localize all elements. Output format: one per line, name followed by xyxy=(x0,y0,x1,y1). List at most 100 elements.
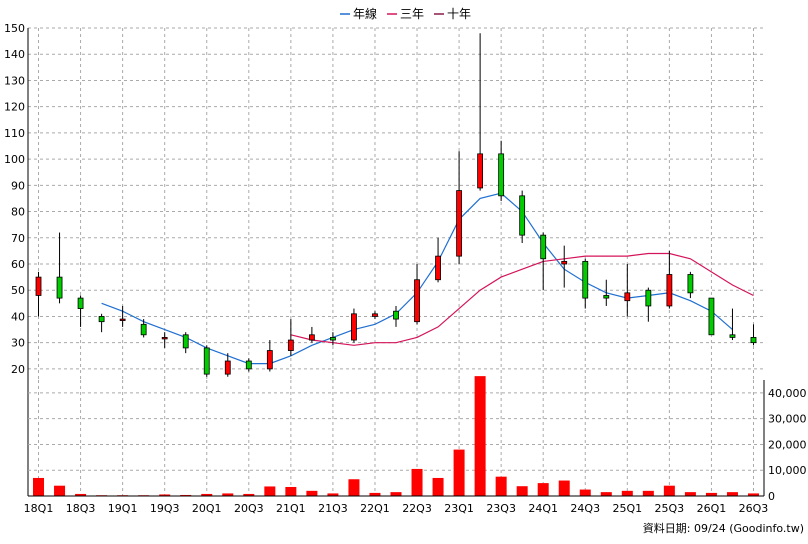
x-tick-label: 18Q3 xyxy=(66,502,96,515)
candle-body xyxy=(203,347,210,375)
candle-body xyxy=(372,313,378,317)
candlesticks xyxy=(35,33,757,377)
source-note: 資料日期: 09/24 (Goodinfo.tw) xyxy=(643,521,804,535)
volume-bar xyxy=(75,493,87,496)
volume-bar xyxy=(264,486,276,496)
x-tick-label: 26Q1 xyxy=(697,502,727,515)
x-tick-label: 22Q3 xyxy=(402,502,432,515)
candle-body xyxy=(729,334,736,338)
price-tick-label: 50 xyxy=(11,284,25,297)
x-tick-label: 23Q1 xyxy=(444,502,474,515)
volume-bar xyxy=(516,486,528,496)
candle-body xyxy=(750,337,757,344)
volume-bar xyxy=(558,480,570,496)
volume-bar xyxy=(159,494,171,496)
volume-bar xyxy=(474,376,486,496)
volume-tick-label: 40,000 xyxy=(768,387,807,400)
price-y-axis: 20 30 40 50 60 70 80 90 100 110 120 130 140 150 xyxy=(4,22,29,496)
x-tick-label: 20Q1 xyxy=(192,502,222,515)
legend-label-0: 年線 xyxy=(353,6,377,21)
volume-tick-label: 30,000 xyxy=(768,413,807,426)
candle-body xyxy=(224,360,231,375)
volume-bar xyxy=(285,486,297,496)
candle-body xyxy=(35,276,42,296)
candle-body xyxy=(245,360,252,370)
x-tick-label: 18Q1 xyxy=(24,502,54,515)
ma-line-1 xyxy=(290,252,754,346)
candle-body xyxy=(161,337,168,340)
candle-body xyxy=(477,153,484,189)
candle-body xyxy=(308,334,315,341)
candle-body xyxy=(498,153,505,197)
candle-body xyxy=(351,313,357,341)
price-tick-label: 70 xyxy=(11,232,25,245)
candle-body xyxy=(582,260,589,299)
candle-body xyxy=(561,260,568,265)
volume-bar xyxy=(390,492,402,496)
price-tick-label: 30 xyxy=(11,337,25,350)
candle-body xyxy=(666,274,673,307)
price-tick-label: 20 xyxy=(11,363,25,376)
legend-label-2: 十年 xyxy=(447,7,471,21)
candle-body xyxy=(119,318,126,321)
volume-bar xyxy=(495,476,507,496)
volume-bar xyxy=(453,449,465,496)
x-tick-label: 23Q3 xyxy=(486,502,516,515)
price-tick-label: 150 xyxy=(4,22,25,35)
candle-body xyxy=(519,195,526,236)
volume-bar xyxy=(642,490,654,496)
volume-bar xyxy=(306,490,318,496)
candle-body xyxy=(266,350,273,370)
volume-y-axis: 0 10,000 20,000 30,000 40,000 xyxy=(763,380,807,503)
candle-body xyxy=(140,323,147,336)
legend-label-1: 三年 xyxy=(400,7,424,21)
candle-body xyxy=(435,255,441,281)
volume-bars xyxy=(33,376,759,496)
candle-body xyxy=(540,234,547,260)
price-tick-label: 80 xyxy=(11,206,25,219)
volume-bar xyxy=(327,493,339,496)
volume-bar xyxy=(369,492,381,496)
candle-body xyxy=(645,289,652,307)
price-tick-label: 90 xyxy=(11,179,25,192)
x-tick-label: 26Q3 xyxy=(739,502,769,515)
volume-bar xyxy=(747,493,759,496)
candle-body xyxy=(456,190,462,257)
volume-bar xyxy=(726,492,738,496)
volume-bar xyxy=(600,492,612,496)
volume-bar xyxy=(33,477,45,496)
x-tick-label: 22Q1 xyxy=(360,502,390,515)
volume-bar xyxy=(432,477,444,496)
volume-bar xyxy=(243,493,255,496)
volume-bar xyxy=(411,468,423,496)
volume-bar xyxy=(705,492,717,496)
price-tick-label: 100 xyxy=(4,153,25,166)
price-tick-label: 110 xyxy=(4,127,25,140)
candle-body xyxy=(414,279,420,323)
x-tick-label: 24Q3 xyxy=(570,502,600,515)
x-tick-label: 19Q1 xyxy=(108,502,138,515)
price-tick-label: 140 xyxy=(4,48,25,61)
volume-bar xyxy=(579,489,591,496)
candle-body xyxy=(603,295,610,299)
price-tick-label: 130 xyxy=(4,74,25,87)
volume-bar xyxy=(348,479,360,496)
chart-legend: 年線 三年 十年 xyxy=(340,6,471,21)
candle-body xyxy=(98,316,105,323)
volume-tick-label: 20,000 xyxy=(768,438,807,451)
candle-body xyxy=(182,334,189,349)
candle-body xyxy=(687,274,694,294)
volume-bar xyxy=(684,492,696,496)
volume-bar xyxy=(54,485,66,496)
x-axis: 18Q1 18Q3 19Q1 19Q3 20Q1 20Q3 21Q1 21Q3 22Q1 22Q3… xyxy=(24,495,769,515)
price-tick-label: 40 xyxy=(11,310,25,323)
price-tick-label: 60 xyxy=(11,258,25,271)
volume-tick-label: 0 xyxy=(768,490,775,503)
volume-bar xyxy=(621,490,633,496)
x-tick-label: 25Q3 xyxy=(655,502,685,515)
candle-body xyxy=(330,337,336,341)
candle-body xyxy=(77,297,84,309)
volume-bar xyxy=(537,483,549,496)
candle-body xyxy=(393,310,399,320)
candle-body xyxy=(708,297,715,336)
